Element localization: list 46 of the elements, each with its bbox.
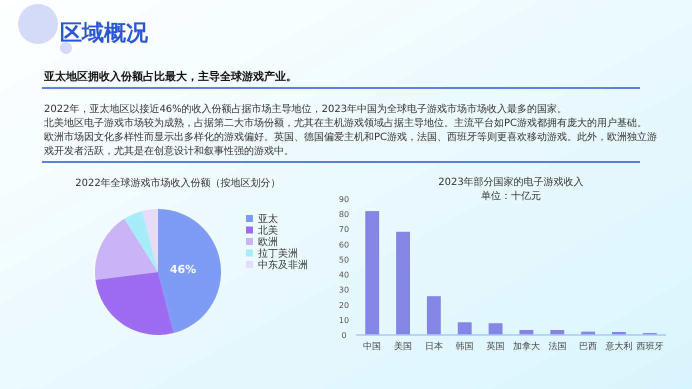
legend-label: 拉丁美洲 [258, 248, 298, 260]
x-tick-label: 西班牙 [636, 341, 664, 352]
bar [488, 323, 503, 335]
bar [396, 232, 410, 335]
text: 亚太地区拥收入份额占比最大，主导全球游戏产业。 [43, 70, 297, 83]
chart-subtitle: 单位：十亿元 [481, 190, 541, 202]
bar [581, 332, 596, 335]
bar [426, 296, 441, 335]
y-tick-label: 10 [338, 316, 350, 325]
x-tick-label: 法国 [548, 341, 566, 352]
bar [519, 330, 534, 335]
x-tick-label: 加拿大 [512, 341, 540, 352]
x-tick-label: 日本 [424, 341, 443, 352]
text: 北美地区电子游戏市场较为成熟，占据第二大市场份额，尤其在主机游戏领域占据主导地位。主流平台如PC游戏都拥有庞大的用户基础。 [44, 117, 648, 129]
bar [458, 322, 472, 335]
y-tick-label: 90 [338, 195, 350, 204]
x-tick-label: 巴西 [579, 342, 598, 352]
y-tick-label: 80 [338, 210, 350, 220]
text: 欧洲市场因文化多样性而显示出多样化的游戏偏好。英国、德国偏爱主机和PC游戏，法国、西班牙等则更喜欢移动游戏。此外，欧洲独立游戏开发者活跃，尤其是在创意设计和叙事性强的游戏中。 [44, 131, 658, 157]
x-tick-label: 韩国 [456, 341, 474, 352]
pie-slice [142, 209, 158, 272]
legend-label: 中东及非洲 [258, 259, 308, 271]
y-tick-label: 50 [338, 255, 350, 264]
y-tick-label: 70 [338, 225, 350, 234]
text: 2022年，亚太地区以接近46%的收入份额占据市场主导地位，2023年中国为全球电子游戏市场市场收入最多的国家。 [44, 103, 568, 115]
legend-label: 北美 [258, 224, 278, 236]
text: 区域概况 [60, 21, 149, 46]
x-tick-label: 美国 [394, 341, 412, 352]
pie-slice [95, 272, 174, 335]
bar [365, 211, 380, 335]
chart-title: 2022年全球游戏市场收入份额（按地区划分） [75, 177, 281, 189]
x-tick-label: 意大利 [604, 341, 632, 352]
chart-title: 2023年部分国家的电子游戏收入 [438, 176, 584, 188]
y-tick-label: 60 [338, 240, 350, 250]
x-tick-label: 英国 [486, 341, 505, 352]
legend-label: 亚太 [258, 213, 278, 225]
pie-slice [95, 218, 158, 280]
y-tick-label: 20 [338, 300, 350, 310]
legend-label: 欧洲 [258, 236, 278, 248]
y-tick-label: 40 [338, 270, 350, 280]
pie-slice [158, 209, 221, 334]
pie-slice [124, 210, 158, 272]
x-tick-label: 中国 [363, 341, 382, 352]
data-label: 46% [170, 262, 196, 276]
y-tick-label: 0 [341, 331, 347, 340]
y-tick-label: 30 [338, 286, 350, 295]
